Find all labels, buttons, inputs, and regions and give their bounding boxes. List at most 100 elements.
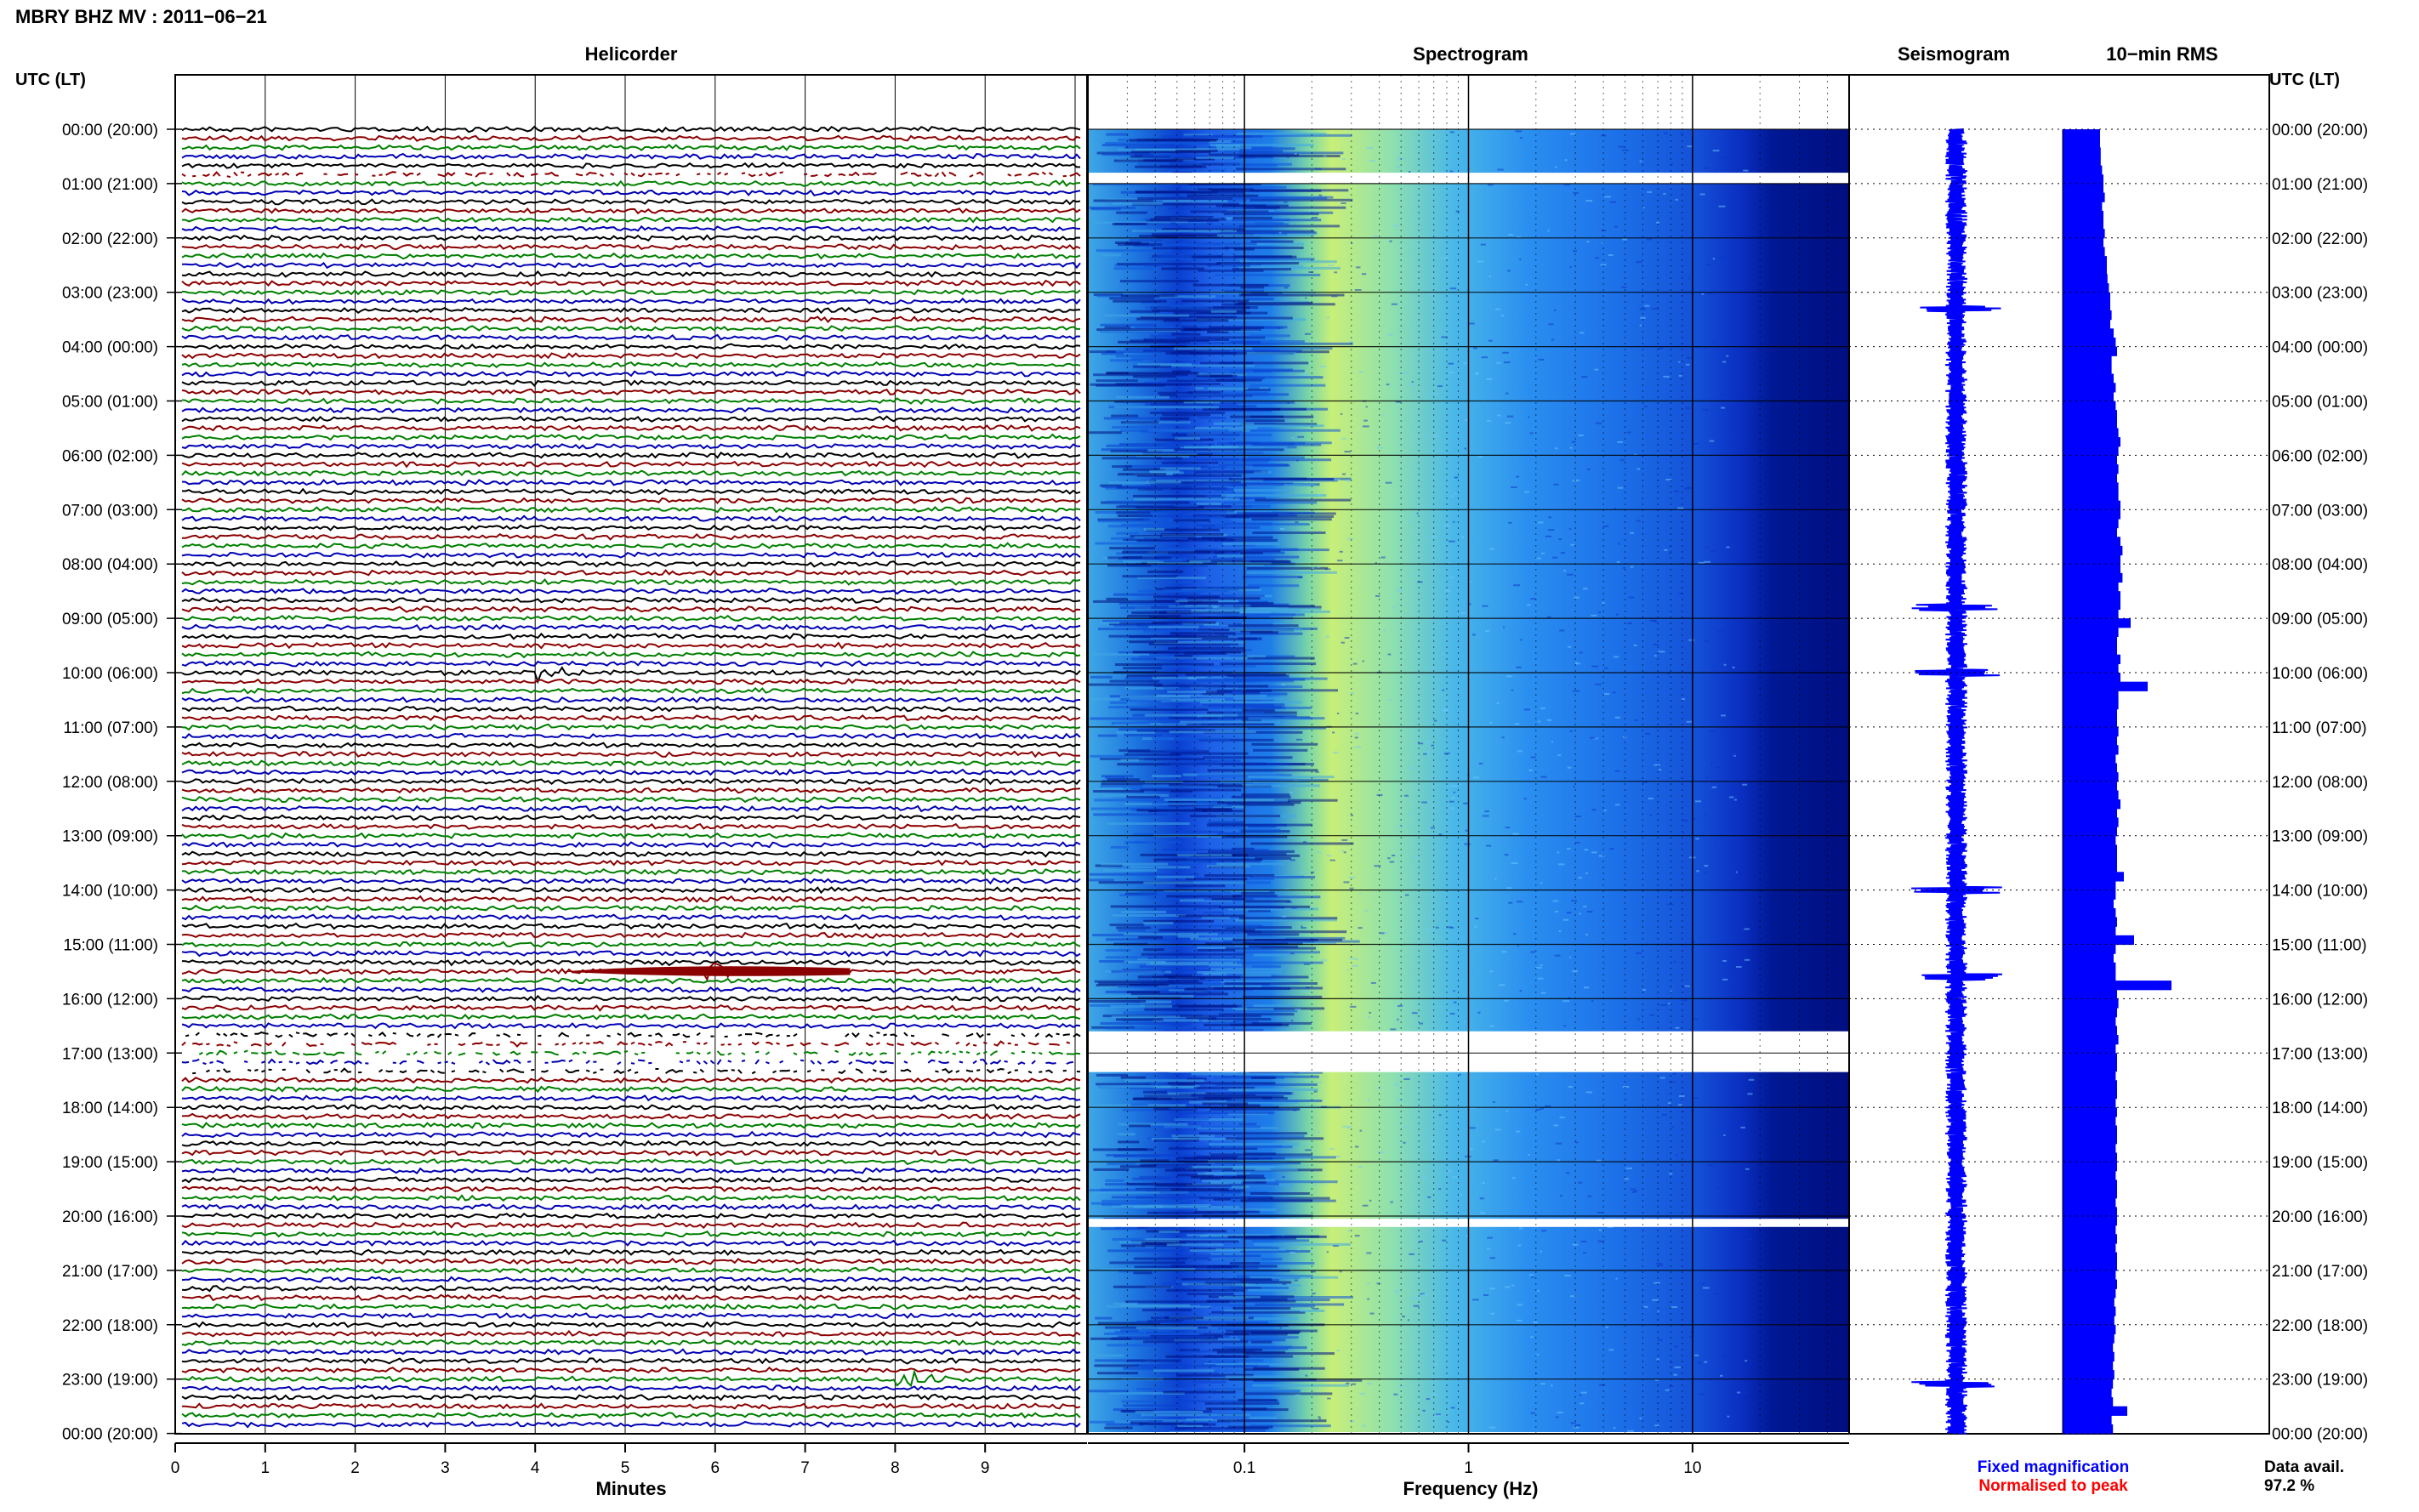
spectrogram-low-frequency-streak xyxy=(1136,317,1180,321)
helicorder-trace xyxy=(181,1293,1081,1302)
spectrogram-speckle xyxy=(1665,1389,1670,1391)
spectrogram-low-frequency-streak xyxy=(1161,228,1245,231)
spectrogram-speckle xyxy=(1627,431,1631,434)
rms-bar xyxy=(2063,1071,2116,1081)
spectrogram-speckle xyxy=(1644,304,1650,307)
rms-bar xyxy=(2063,492,2119,502)
spectrogram-low-frequency-streak xyxy=(1146,528,1220,531)
spectrogram-low-frequency-streak xyxy=(1181,185,1287,189)
spectrogram-low-frequency-streak xyxy=(1130,339,1210,343)
helicorder-trace xyxy=(181,922,1081,930)
spectrogram-speckle xyxy=(1385,481,1392,484)
helicorder-trace xyxy=(181,913,1081,921)
spectrogram-low-frequency-streak xyxy=(1221,835,1288,838)
spectrogram-speckle xyxy=(1727,1411,1733,1413)
spectrogram-speckle xyxy=(1705,546,1710,549)
spectrogram-low-frequency-streak xyxy=(1124,686,1179,690)
spectrogram-speckle xyxy=(1312,1307,1319,1310)
helicorder-trace xyxy=(181,179,1081,187)
spectrogram-speckle xyxy=(1470,1148,1473,1151)
rms-bar xyxy=(2063,1143,2116,1154)
spectrogram-low-frequency-streak xyxy=(1242,719,1261,722)
spectrogram-speckle xyxy=(1719,156,1726,159)
spectrogram-speckle xyxy=(1359,1129,1363,1132)
rms-bar xyxy=(2063,1378,2114,1389)
helicorder-trace xyxy=(181,216,1081,224)
spectrogram-low-frequency-streak xyxy=(1150,334,1201,338)
spectrogram-low-frequency-streak xyxy=(1232,1008,1274,1011)
spectrogram-low-frequency-streak xyxy=(1254,1180,1338,1184)
spectrogram-speckle xyxy=(1387,653,1392,656)
spectrogram-speckle xyxy=(1444,589,1451,592)
spectrogram-low-frequency-streak xyxy=(1161,1372,1219,1375)
spectrogram-low-frequency-streak xyxy=(1216,862,1287,866)
spectrogram-speckle xyxy=(1674,1366,1682,1368)
helicorder-trace xyxy=(181,198,1081,206)
spectrogram-speckle xyxy=(1487,1248,1491,1250)
rms-bar xyxy=(2063,446,2119,456)
spectrogram-low-frequency-streak xyxy=(1142,1309,1192,1312)
spectrogram-speckle xyxy=(1373,236,1378,238)
spectrogram-low-frequency-streak xyxy=(1148,1420,1231,1424)
spectrogram-low-frequency-streak xyxy=(1209,703,1285,706)
rms-bar xyxy=(2063,691,2119,701)
spectrogram-speckle xyxy=(1503,626,1505,628)
spectrogram-speckle xyxy=(1397,1100,1403,1102)
spectrogram-speckle xyxy=(1470,1106,1476,1109)
spectrogram-low-frequency-streak xyxy=(1170,1196,1270,1199)
spectrogram-low-frequency-streak xyxy=(1106,938,1199,941)
spectrogram-low-frequency-streak xyxy=(1107,778,1140,782)
spectrogram-speckle xyxy=(1536,1289,1540,1292)
spectrogram-speckle xyxy=(1403,1078,1410,1080)
spectrogram-speckle xyxy=(1417,742,1424,745)
spectrogram-low-frequency-streak xyxy=(1199,1339,1286,1342)
spectrogram-low-frequency-streak xyxy=(1206,1407,1267,1411)
spectrogram-speckle xyxy=(1494,1128,1501,1131)
spectrogram-speckle xyxy=(1300,1310,1306,1312)
spectrogram-low-frequency-streak xyxy=(1238,1336,1299,1339)
helicorder-trace xyxy=(181,1221,1081,1230)
spectrogram-low-frequency-streak xyxy=(1145,306,1240,310)
rms-bar xyxy=(2063,1351,2114,1361)
spectrogram-speckle xyxy=(1586,241,1590,243)
spectrogram-low-frequency-streak xyxy=(1221,242,1304,246)
spectrogram-low-frequency-streak xyxy=(1215,523,1310,526)
spectrogram-speckle xyxy=(1619,458,1625,461)
spectrogram-low-frequency-streak xyxy=(1178,914,1244,918)
spectrogram-low-frequency-streak xyxy=(1224,1310,1325,1312)
spectrogram-speckle xyxy=(1670,990,1672,992)
spectrogram-speckle xyxy=(1688,277,1691,280)
spectrogram-speckle xyxy=(1289,791,1294,793)
spectrogram-low-frequency-streak xyxy=(1177,393,1267,396)
hour-label-left: 08:00 (04:00) xyxy=(62,556,158,574)
spectrogram-low-frequency-streak xyxy=(1153,685,1226,688)
spectrogram-speckle xyxy=(1397,1018,1399,1020)
spectrogram-speckle xyxy=(1579,1394,1582,1396)
spectrogram-speckle xyxy=(1575,479,1580,481)
helicorder-trace xyxy=(181,243,1081,251)
spectrogram-low-frequency-streak xyxy=(1186,1145,1283,1148)
rms-bar xyxy=(2063,899,2114,909)
spectrogram-speckle xyxy=(1497,414,1501,417)
helicorder-trace xyxy=(192,1067,1081,1075)
spectrogram-low-frequency-streak xyxy=(1124,733,1163,736)
spectrogram-speckle xyxy=(1724,1416,1727,1418)
spectrogram-low-frequency-streak xyxy=(1200,434,1272,436)
spectrogram-low-frequency-streak xyxy=(1129,239,1163,242)
spectrogram-speckle xyxy=(1571,900,1578,902)
spectrogram-speckle xyxy=(1326,855,1332,857)
spectrogram-low-frequency-streak xyxy=(1205,466,1245,469)
spectrogram-speckle xyxy=(1597,1211,1603,1214)
spectrogram-speckle xyxy=(1441,336,1448,338)
spectrogram-speckle xyxy=(1563,1025,1567,1027)
spectrogram-speckle xyxy=(1648,798,1653,799)
spectrogram-low-frequency-streak xyxy=(1192,283,1269,287)
spectrogram-low-frequency-streak xyxy=(1200,701,1302,704)
spectrogram-speckle xyxy=(1701,1282,1705,1285)
spectrogram-low-frequency-streak xyxy=(1208,1018,1272,1020)
spectrogram-low-frequency-streak xyxy=(1212,1390,1301,1393)
spectrogram-speckle xyxy=(1511,689,1514,691)
spectrogram-low-frequency-streak xyxy=(1187,1258,1283,1261)
rms-bar xyxy=(2063,1225,2116,1235)
spectrogram-speckle xyxy=(1680,132,1684,134)
